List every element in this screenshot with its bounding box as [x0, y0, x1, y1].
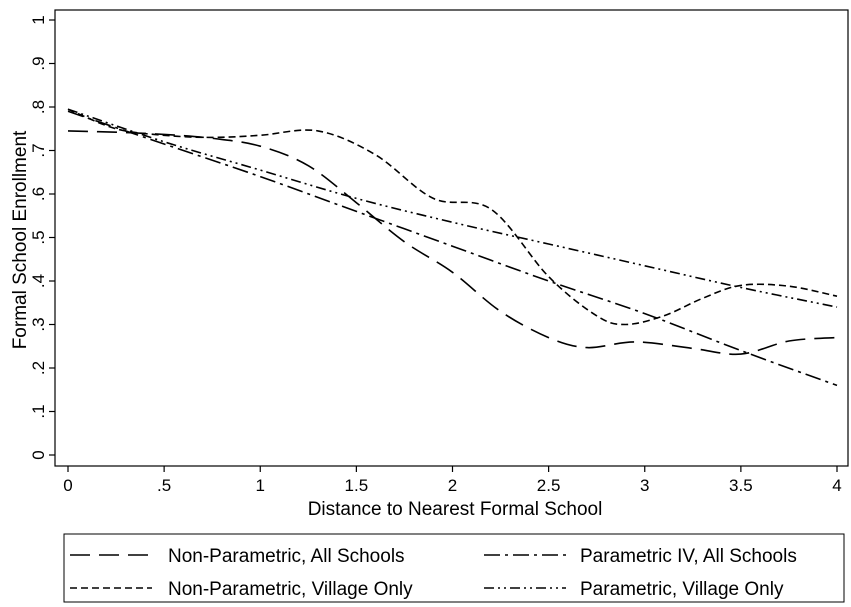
x-tick-label: 0	[63, 476, 72, 495]
y-axis-title: Formal School Enrollment	[10, 130, 31, 349]
x-tick-label: 3.5	[729, 476, 753, 495]
x-tick-label: 1	[256, 476, 265, 495]
series-line-4	[67, 108, 838, 308]
y-tick-label: .4	[29, 274, 48, 288]
x-tick-label: 2	[448, 476, 457, 495]
series-line-2	[67, 110, 838, 387]
x-axis-title: Distance to Nearest Formal School	[308, 499, 603, 520]
y-tick-label: .1	[29, 404, 48, 418]
y-tick-label: .7	[29, 143, 48, 157]
x-tick-label: 3	[640, 476, 649, 495]
y-tick-label: .6	[29, 187, 48, 201]
y-tick-label: .3	[29, 317, 48, 331]
series-line-1	[67, 130, 838, 356]
legend-label: Parametric IV, All Schools	[580, 546, 797, 567]
series-line-3	[67, 108, 838, 326]
y-tick-label: 1	[29, 15, 48, 24]
legend-label: Non-Parametric, Village Only	[168, 579, 413, 600]
x-tick-label: .5	[157, 476, 171, 495]
legend: Non-Parametric, All Schools Parametric IV…	[63, 533, 845, 603]
x-tick-label: 2.5	[537, 476, 561, 495]
x-tick-label: 1.5	[345, 476, 369, 495]
y-tick-label: .5	[29, 230, 48, 244]
axes: 0 .1 .2 .3 .4 .5 .6 .7 .8 .9 1 0 .5 1 1.5 2 2.5 3 3.5 4	[29, 9, 849, 495]
legend-box	[63, 533, 845, 603]
legend-label: Non-Parametric, All Schools	[168, 546, 405, 567]
series-layer	[67, 108, 838, 387]
y-tick-label: .9	[29, 56, 48, 70]
x-tick-label: 4	[832, 476, 841, 495]
y-tick-label: 0	[29, 450, 48, 459]
legend-label: Parametric, Village Only	[580, 579, 784, 600]
y-tick-label: .2	[29, 361, 48, 375]
y-tick-label: .8	[29, 100, 48, 114]
plot-frame	[54, 9, 849, 467]
